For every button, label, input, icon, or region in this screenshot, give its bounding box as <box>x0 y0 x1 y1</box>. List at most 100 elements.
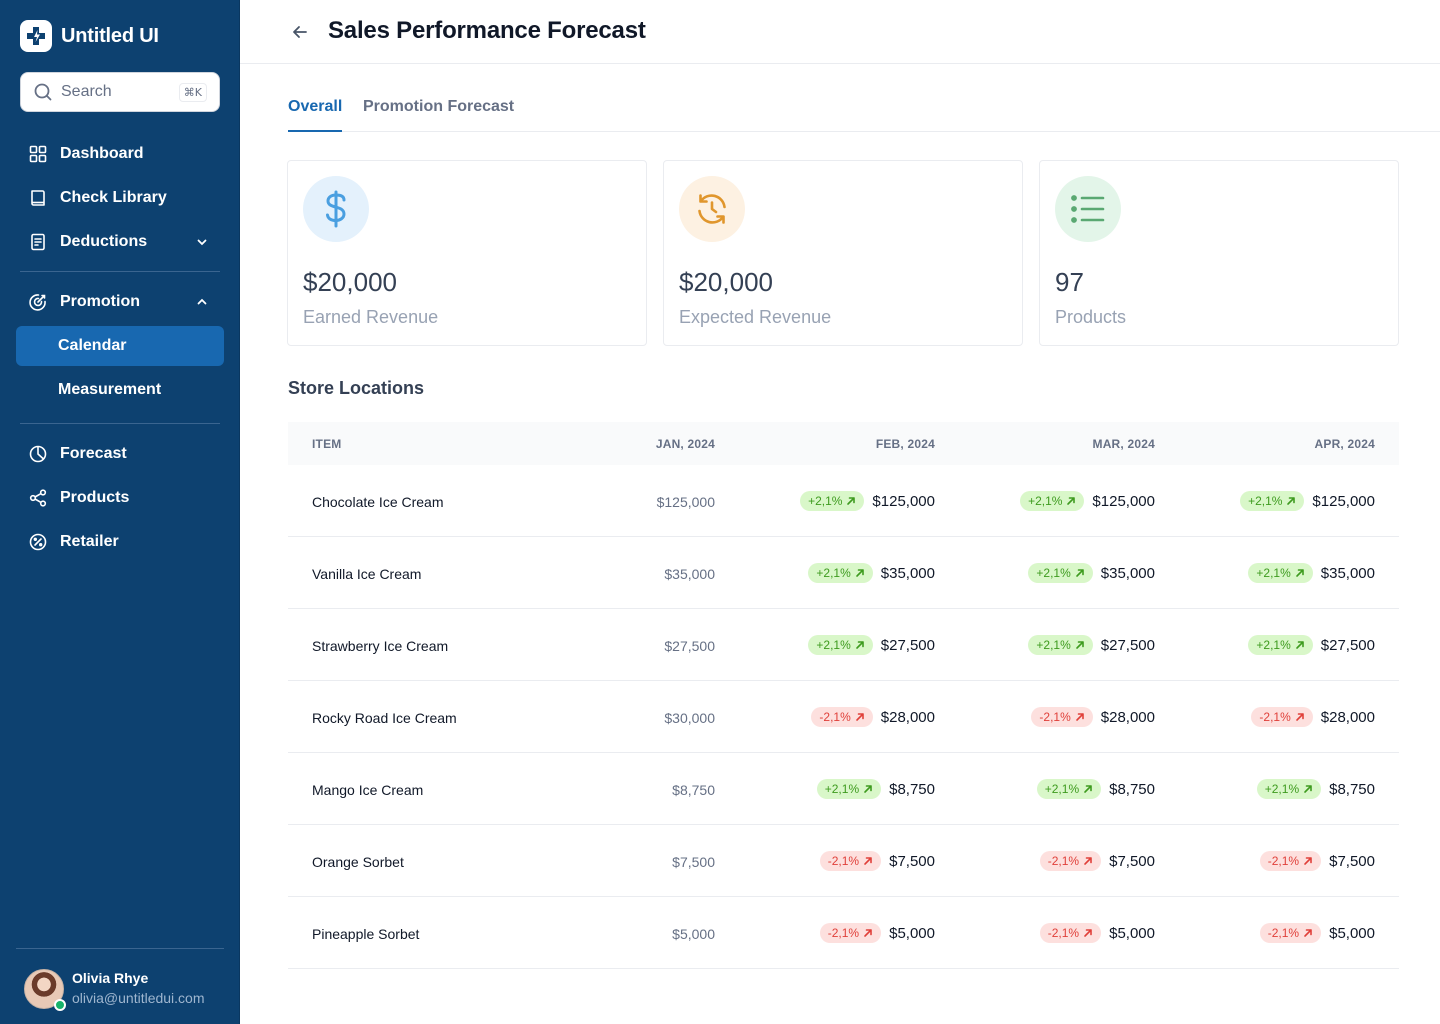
dollar-icon <box>303 176 369 242</box>
nav-dashboard[interactable]: Dashboard <box>16 134 224 174</box>
arrow-up-right-icon <box>1075 568 1085 578</box>
change-text: +2,1% <box>816 638 851 652</box>
table-row[interactable]: Vanilla Ice Cream $35,000 +2,1% $35,000 +2,1… <box>288 537 1399 609</box>
table-body: Chocolate Ice Cream $125,000 +2,1% $125,000… <box>288 465 1399 969</box>
change-badge: +2,1% <box>1256 779 1322 799</box>
page-header: Sales Performance Forecast <box>240 0 1440 64</box>
change-text: -2,1% <box>1267 854 1300 868</box>
user-email: olivia@untitledui.com <box>72 990 205 1006</box>
nav-forecast-label: Forecast <box>60 445 127 462</box>
nav-promotion[interactable]: Promotion <box>16 282 224 322</box>
nav-calendar[interactable]: Calendar <box>16 326 224 366</box>
change-badge: -2,1% <box>1039 851 1102 871</box>
cell-jan-value: $35,000 <box>664 566 715 582</box>
change-text: +2,1% <box>1028 494 1063 508</box>
cell-jan-value: $7,500 <box>672 854 715 870</box>
section-title: Store Locations <box>288 378 425 398</box>
arrow-up-right-icon <box>1075 712 1085 722</box>
nav-deductions[interactable]: Deductions <box>16 222 224 262</box>
column-header-jan[interactable]: JAN, 2024 <box>655 437 715 451</box>
user-name: Olivia Rhye <box>72 970 149 986</box>
search-shortcut: ⌘K <box>178 82 207 102</box>
cell-value: $35,000 <box>1320 564 1375 582</box>
nav-retailer-label: Retailer <box>60 533 119 550</box>
cell-value: $125,000 <box>1092 492 1155 510</box>
nav-divider <box>20 423 220 424</box>
search-input[interactable] <box>61 83 171 101</box>
change-text: +2,1% <box>1264 782 1300 796</box>
change-badge: +2,1% <box>1248 563 1313 583</box>
arrow-up-right-icon <box>863 856 873 866</box>
cell-apr: -2,1% $5,000 <box>1259 897 1375 969</box>
cell-mar: +2,1% $8,750 <box>1036 753 1155 825</box>
cell-value: $5,000 <box>1329 924 1375 942</box>
list-icon <box>1055 176 1121 242</box>
cell-apr: +2,1% $27,500 <box>1248 609 1375 681</box>
change-badge: +2,1% <box>1028 635 1093 655</box>
brand[interactable]: Untitled UI <box>20 20 159 52</box>
stat-label: Expected Revenue <box>679 307 832 327</box>
arrow-up-right-icon <box>1303 784 1313 794</box>
cell-item: Mango Ice Cream <box>312 782 424 798</box>
change-text: +2,1% <box>816 566 851 580</box>
cell-jan-value: $30,000 <box>664 710 715 726</box>
arrow-up-right-icon <box>1295 640 1305 650</box>
table-row[interactable]: Pineapple Sorbet $5,000 -2,1% $5,000 -2,1% $5… <box>288 897 1399 969</box>
arrow-up-right-icon <box>863 928 873 938</box>
arrow-up-right-icon <box>1303 928 1313 938</box>
nav-forecast[interactable]: Forecast <box>16 434 224 474</box>
cell-value: $5,000 <box>889 924 935 942</box>
cell-mar: -2,1% $28,000 <box>1031 681 1155 753</box>
change-badge: +2,1% <box>816 779 882 799</box>
table-row[interactable]: Strawberry Ice Cream $27,500 +2,1% $27,500 +… <box>288 609 1399 681</box>
search-box[interactable]: ⌘K <box>20 72 220 112</box>
cell-feb: +2,1% $35,000 <box>808 537 935 609</box>
stat-value: $20,000 <box>679 267 773 297</box>
target-icon <box>28 292 48 312</box>
column-header-mar[interactable]: MAR, 2024 <box>1092 437 1155 451</box>
change-text: -2,1% <box>1039 710 1071 724</box>
arrow-up-right-icon <box>1083 784 1093 794</box>
table-row[interactable]: Rocky Road Ice Cream $30,000 -2,1% $28,000-… <box>288 681 1399 753</box>
nav-deductions-label: Deductions <box>60 233 148 250</box>
cell-feb: -2,1% $7,500 <box>819 825 935 897</box>
nav-measurement[interactable]: Measurement <box>16 370 224 410</box>
chevron-up-icon[interactable] <box>192 292 212 312</box>
tab-promotion-forecast[interactable]: Promotion Forecast <box>363 98 515 115</box>
cell-jan-value: $125,000 <box>656 494 715 510</box>
cell-apr: +2,1% $35,000 <box>1248 537 1375 609</box>
cell-value: $5,000 <box>1109 924 1155 942</box>
change-text: -2,1% <box>1259 710 1291 724</box>
cell-feb: +2,1% $125,000 <box>800 465 935 537</box>
stat-card-products: 97 Products <box>1039 160 1399 346</box>
change-text: -2,1% <box>827 854 860 868</box>
chevron-down-icon[interactable] <box>192 232 212 252</box>
change-badge: -2,1% <box>811 707 873 727</box>
cell-mar: -2,1% $5,000 <box>1039 897 1155 969</box>
logo-icon <box>20 20 52 52</box>
nav-check-library[interactable]: Check Library <box>16 178 224 218</box>
cell-value: $7,500 <box>889 852 935 870</box>
arrow-up-right-icon <box>855 640 865 650</box>
cell-apr: -2,1% $7,500 <box>1259 825 1375 897</box>
arrow-up-right-icon <box>1295 568 1305 578</box>
change-badge: -2,1% <box>819 851 882 871</box>
arrow-left-icon[interactable] <box>288 20 312 44</box>
table-row[interactable]: Chocolate Ice Cream $125,000 +2,1% $125,000… <box>288 465 1399 537</box>
arrow-up-right-icon <box>1295 712 1305 722</box>
nav-products[interactable]: Products <box>16 478 224 518</box>
cell-value: $27,500 <box>1100 636 1155 654</box>
column-header-feb[interactable]: FEB, 2024 <box>875 437 935 451</box>
column-header-apr[interactable]: APR, 2024 <box>1314 437 1375 451</box>
cell-mar: +2,1% $125,000 <box>1020 465 1155 537</box>
change-text: +2,1% <box>1044 782 1080 796</box>
table-row[interactable]: Mango Ice Cream $8,750 +2,1% $8,750 +2,1% $8,… <box>288 753 1399 825</box>
store-locations-table: ITEM JAN, 2024 FEB, 2024 MAR, 2024 APR, … <box>288 422 1399 969</box>
nav-retailer[interactable]: Retailer <box>16 522 224 562</box>
cell-value: $8,750 <box>1109 780 1155 798</box>
table-row[interactable]: Orange Sorbet $7,500 -2,1% $7,500 -2,1% $7,50… <box>288 825 1399 897</box>
column-header-item[interactable]: ITEM <box>312 437 342 451</box>
tab-overall[interactable]: Overall <box>288 98 343 132</box>
arrow-up-right-icon <box>1083 856 1093 866</box>
user-profile[interactable]: Olivia Rhye olivia@untitledui.com <box>16 948 224 1024</box>
